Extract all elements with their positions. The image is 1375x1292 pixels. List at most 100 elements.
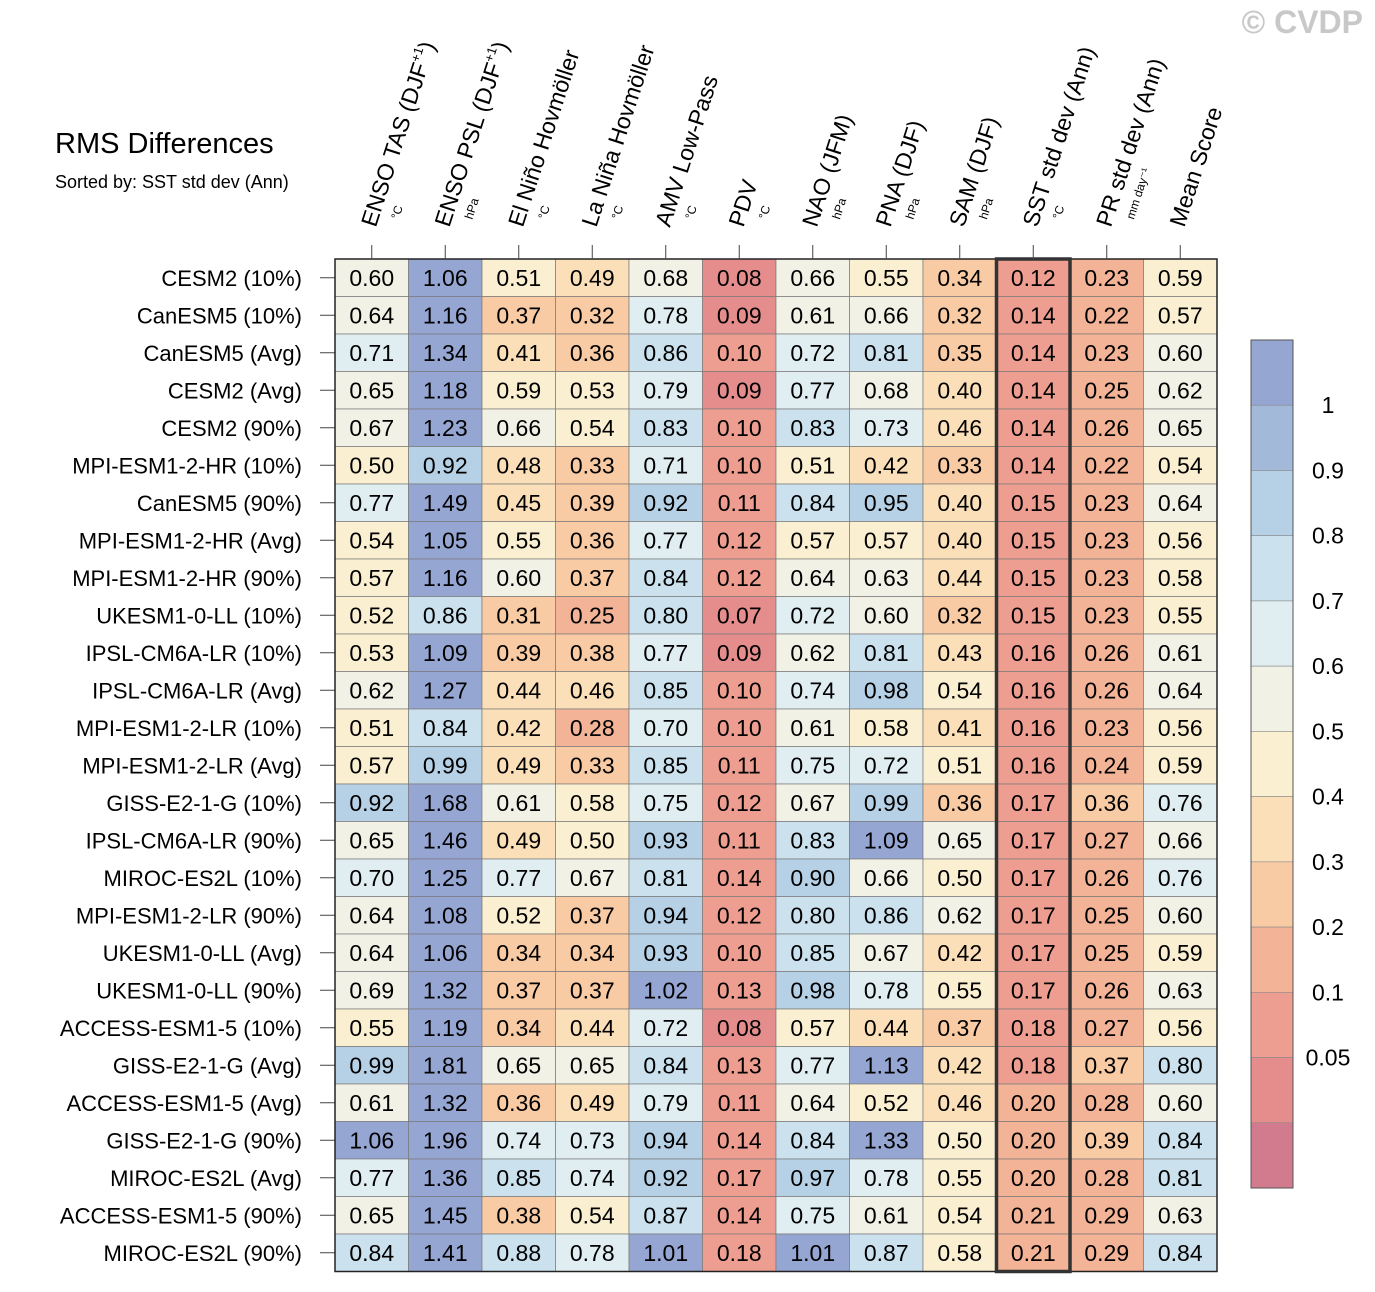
cell-value: 0.70: [349, 865, 394, 891]
cell-value: 0.65: [496, 1052, 541, 1078]
cell-value: 0.64: [790, 1090, 835, 1116]
cell-value: 0.78: [570, 1240, 615, 1266]
cell-value: 0.68: [864, 377, 909, 403]
cell-value: 0.92: [423, 452, 468, 478]
cell-value: 0.63: [1158, 977, 1203, 1003]
cell-value: 0.77: [349, 1165, 394, 1191]
cell-value: 0.44: [496, 677, 541, 703]
heatmap-cell: [1143, 446, 1218, 485]
cell-value: 0.36: [496, 1090, 541, 1116]
cell-value: 1.18: [423, 377, 468, 403]
cell-value: 1.05: [423, 527, 468, 553]
heatmap-cell: [408, 671, 483, 710]
cell-value: 0.24: [1084, 752, 1129, 778]
heatmap-cell: [334, 1196, 409, 1235]
heatmap-cell: [849, 858, 924, 897]
heatmap-cell: [922, 633, 997, 672]
colorbar-border: [1250, 339, 1294, 1189]
cell-value: 0.60: [496, 565, 541, 591]
heatmap-cell: [849, 1121, 924, 1160]
heatmap-cell: [996, 483, 1071, 522]
heatmap-cell: [849, 558, 924, 597]
heatmap-cell: [628, 1158, 703, 1197]
heatmap-cell: [1069, 296, 1144, 335]
heatmap-cell: [1143, 371, 1218, 410]
colorbar-segment: [1250, 535, 1294, 602]
cell-value: 0.22: [1084, 452, 1129, 478]
heatmap-cell: [1069, 933, 1144, 972]
cell-value: 0.29: [1084, 1240, 1129, 1266]
heatmap-cell: [775, 1121, 850, 1160]
cell-value: 0.32: [570, 302, 615, 328]
heatmap-cell: [702, 371, 777, 410]
cell-value: 0.73: [864, 415, 909, 441]
cell-value: 0.08: [717, 265, 762, 291]
heatmap-cell: [775, 1008, 850, 1047]
cell-value: 0.37: [570, 902, 615, 928]
row-label: IPSL-CM6A-LR (90%): [86, 828, 302, 853]
row-label: CanESM5 (10%): [137, 303, 302, 328]
cell-value: 0.14: [1011, 377, 1056, 403]
cell-value: 0.90: [790, 865, 835, 891]
cell-value: 0.23: [1084, 265, 1129, 291]
cell-value: 0.50: [349, 452, 394, 478]
column-unit: hPa: [462, 196, 482, 221]
heatmap-cell: [996, 1046, 1071, 1085]
cell-value: 0.67: [790, 790, 835, 816]
cell-value: 0.62: [790, 640, 835, 666]
cell-value: 0.60: [349, 265, 394, 291]
heatmap-cell: [849, 671, 924, 710]
heatmap-cell: [555, 596, 630, 635]
heatmap-cell: [408, 783, 483, 822]
heatmap-cell: [1143, 483, 1218, 522]
heatmap-cell: [408, 333, 483, 372]
cell-value: 0.85: [790, 940, 835, 966]
cell-value: 0.85: [643, 752, 688, 778]
cell-value: 0.25: [1084, 940, 1129, 966]
column-header: NAO (JFM): [797, 111, 858, 230]
heatmap-cell: [334, 558, 409, 597]
heatmap-cell: [1069, 971, 1144, 1010]
heatmap-cell: [775, 296, 850, 335]
heatmap-cell: [996, 596, 1071, 635]
heatmap-cell: [996, 371, 1071, 410]
cell-value: 1.08: [423, 902, 468, 928]
cell-value: 0.11: [718, 490, 761, 516]
cell-value: 0.72: [790, 340, 835, 366]
heatmap-cell: [334, 1083, 409, 1122]
cell-value: 0.83: [790, 827, 835, 853]
cell-value: 0.67: [864, 940, 909, 966]
heatmap-cell: [775, 446, 850, 485]
cell-value: 0.81: [864, 640, 909, 666]
cell-value: 0.12: [717, 527, 762, 553]
row-label: MPI-ESM1-2-LR (10%): [76, 716, 302, 741]
cell-value: 0.37: [496, 302, 541, 328]
heatmap-cell: [702, 596, 777, 635]
heatmap-cell: [1143, 858, 1218, 897]
heatmap-cell: [408, 258, 483, 297]
cell-value: 0.38: [570, 640, 615, 666]
cell-value: 1.06: [349, 1127, 394, 1153]
heatmap-cell: [555, 1158, 630, 1197]
cell-value: 1.46: [423, 827, 468, 853]
heatmap-cell: [922, 858, 997, 897]
heatmap-cell: [555, 296, 630, 335]
row-label: IPSL-CM6A-LR (10%): [86, 641, 302, 666]
cell-value: 0.12: [717, 790, 762, 816]
heatmap-cell: [628, 708, 703, 747]
heatmap-cell: [996, 933, 1071, 972]
cell-value: 0.77: [496, 865, 541, 891]
heatmap-cell: [849, 371, 924, 410]
heatmap-cell: [922, 296, 997, 335]
heatmap-cell: [775, 371, 850, 410]
heatmap-cell: [481, 783, 556, 822]
colorbar-tick-label: 0.2: [1312, 914, 1344, 940]
cell-value: 0.60: [1158, 340, 1203, 366]
heatmap-cell: [408, 1233, 483, 1272]
cell-value: 0.50: [570, 827, 615, 853]
heatmap-cell: [775, 821, 850, 860]
cell-value: 0.81: [1158, 1165, 1203, 1191]
cell-value: 0.28: [1084, 1090, 1129, 1116]
column-unit: °C: [1050, 203, 1068, 220]
